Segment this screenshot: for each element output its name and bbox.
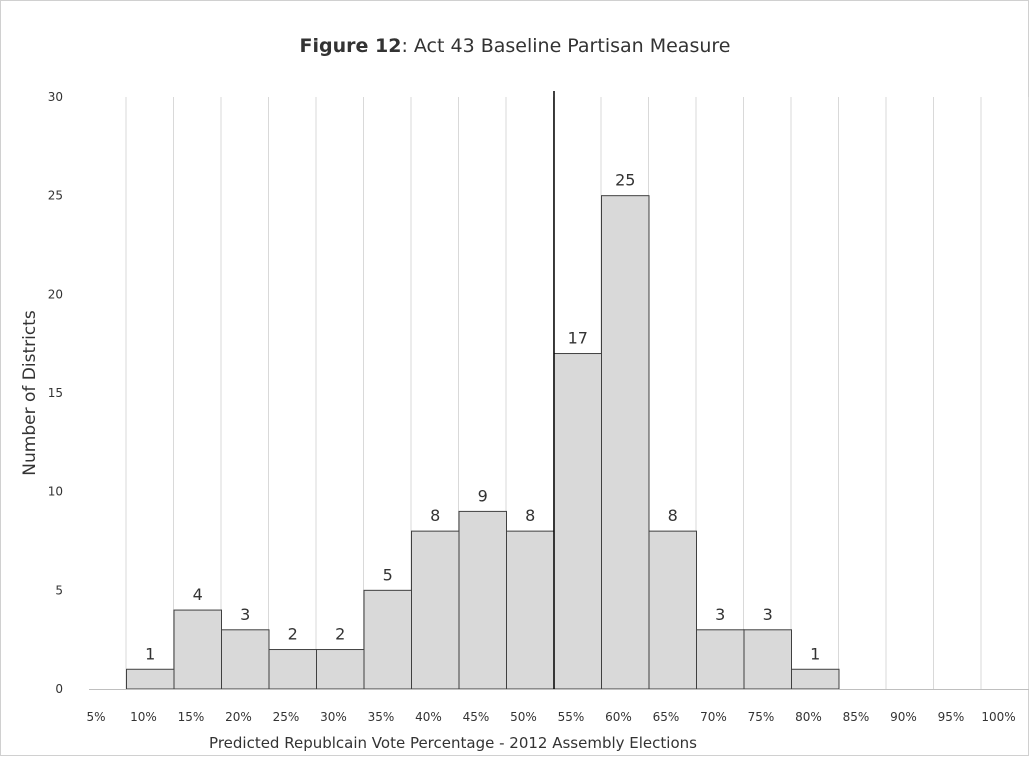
y-axis-label: Number of Districts — [20, 310, 40, 476]
x-tick-label: 80% — [795, 710, 822, 724]
x-tick-label: 95% — [938, 710, 965, 724]
x-tick-label: 25% — [273, 710, 300, 724]
x-tick-label: 55% — [558, 710, 585, 724]
bar-80-85 — [791, 668, 840, 690]
bar-70-75 — [696, 629, 745, 690]
x-tick-label: 35% — [368, 710, 395, 724]
data-label: 4 — [193, 585, 203, 604]
data-label: 8 — [430, 506, 440, 525]
x-tick-label: 45% — [463, 710, 490, 724]
bars — [89, 195, 1029, 690]
x-tick-label: 100% — [981, 710, 1015, 724]
y-tick-label: 5 — [55, 583, 63, 597]
data-label: 1 — [810, 644, 820, 663]
chart-title-rest: : Act 43 Baseline Partisan Measure — [401, 35, 730, 57]
x-tick-label: 85% — [843, 710, 870, 724]
x-tick-label: 40% — [415, 710, 442, 724]
bar-65-70 — [648, 530, 697, 690]
data-label: 5 — [383, 565, 393, 584]
x-axis-label: Predicted Republcain Vote Percentage - 2… — [209, 734, 697, 752]
x-tick-label: 60% — [605, 710, 632, 724]
chart-title: Figure 12: Act 43 Baseline Partisan Meas… — [300, 35, 731, 57]
x-tick-label: 10% — [130, 710, 157, 724]
x-axis-ticks: 5% 10% 15% 20% 25% 30% 35% 40% 45% 50% 55% 60% 65% 70… — [86, 710, 1015, 724]
data-label: 2 — [288, 625, 298, 644]
data-label: 3 — [763, 605, 773, 624]
bar-75-80 — [743, 629, 792, 690]
data-label: 3 — [715, 605, 725, 624]
x-tick-label: 20% — [225, 710, 252, 724]
chart-title-bold: Figure 12 — [300, 35, 402, 57]
x-tick-label: 75% — [748, 710, 775, 724]
bar-25-30 — [268, 649, 317, 690]
x-tick-label: 70% — [700, 710, 727, 724]
data-label: 9 — [478, 486, 488, 505]
data-label: 8 — [525, 506, 535, 525]
bar-45-50 — [458, 510, 507, 690]
data-label: 2 — [335, 625, 345, 644]
data-label: 25 — [615, 171, 635, 190]
bar-40-45 — [411, 530, 460, 690]
y-tick-label: 25 — [48, 189, 63, 203]
x-tick-label: 15% — [178, 710, 205, 724]
bar-15-20 — [173, 609, 222, 690]
data-label: 3 — [240, 605, 250, 624]
y-tick-label: 30 — [48, 90, 63, 104]
bar-60-65 — [601, 195, 650, 690]
x-tick-label: 65% — [653, 710, 680, 724]
x-tick-label: 90% — [890, 710, 917, 724]
x-tick-label: 30% — [320, 710, 347, 724]
bar-35-40 — [363, 589, 412, 690]
bar-10-15 — [126, 668, 175, 690]
bar-30-35 — [316, 649, 365, 690]
y-tick-label: 20 — [48, 287, 63, 301]
bar-55-60 — [553, 353, 602, 690]
x-tick-label: 50% — [510, 710, 537, 724]
bar-20-25 — [221, 629, 270, 690]
data-label: 1 — [145, 644, 155, 663]
x-tick-label: 5% — [86, 710, 105, 724]
y-tick-label: 10 — [48, 485, 63, 499]
y-tick-label: 0 — [55, 682, 63, 696]
y-tick-label: 15 — [48, 386, 63, 400]
bar-50-55 — [506, 530, 555, 690]
y-axis-ticks: 0 5 10 15 20 25 30 — [48, 90, 63, 696]
data-label: 8 — [668, 506, 678, 525]
data-label: 17 — [568, 329, 588, 348]
